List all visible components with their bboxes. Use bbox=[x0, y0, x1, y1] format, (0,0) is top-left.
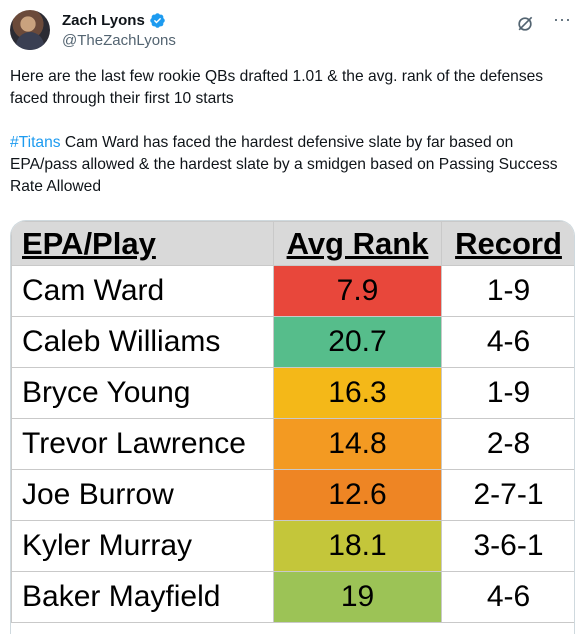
verified-badge-icon bbox=[150, 13, 165, 28]
table-row: Caleb Williams 20.7 4-6 bbox=[11, 316, 574, 368]
tweet-media-image[interactable]: EPA/Play Avg Rank Record Cam Ward 7.9 1-… bbox=[10, 220, 575, 634]
record-cell: 3-6-1 bbox=[441, 520, 574, 572]
table-row: Kyler Murray 18.1 3-6-1 bbox=[11, 520, 574, 572]
tweet-paragraph-1: Here are the last few rookie QBs drafted… bbox=[10, 68, 544, 107]
avg-rank-cell: 16.3 bbox=[273, 367, 442, 419]
tweet-text: Here are the last few rookie QBs drafted… bbox=[10, 66, 575, 198]
qb-name: Kyler Murray bbox=[11, 520, 274, 572]
author-display-name[interactable]: Zach Lyons bbox=[62, 12, 145, 29]
grok-icon[interactable] bbox=[515, 14, 535, 34]
qb-defense-rank-table: EPA/Play Avg Rank Record Cam Ward 7.9 1-… bbox=[11, 221, 574, 623]
header-record: Record bbox=[441, 221, 574, 266]
table-row: Baker Mayfield 19 4-6 bbox=[11, 571, 574, 623]
table-row: Joe Burrow 12.6 2-7-1 bbox=[11, 469, 574, 521]
qb-name: Baker Mayfield bbox=[11, 571, 274, 623]
tweet-paragraph-2: #Titans Cam Ward has faced the hardest d… bbox=[10, 132, 575, 198]
avg-rank-cell: 14.8 bbox=[273, 418, 442, 470]
avg-rank-cell: 12.6 bbox=[273, 469, 442, 521]
qb-name: Joe Burrow bbox=[11, 469, 274, 521]
header-avg-rank: Avg Rank bbox=[273, 221, 442, 266]
table-row: Bryce Young 16.3 1-9 bbox=[11, 367, 574, 419]
avg-rank-cell: 18.1 bbox=[273, 520, 442, 572]
table-row: Cam Ward 7.9 1-9 bbox=[11, 265, 574, 317]
avatar[interactable] bbox=[10, 10, 50, 50]
record-cell: 1-9 bbox=[441, 265, 574, 317]
tweet-header: Zach Lyons @TheZachLyons ··· bbox=[10, 8, 575, 56]
author-name-row: Zach Lyons bbox=[62, 12, 166, 29]
record-cell: 4-6 bbox=[441, 571, 574, 623]
avg-rank-cell: 19 bbox=[273, 571, 442, 623]
record-cell: 1-9 bbox=[441, 367, 574, 419]
record-cell: 4-6 bbox=[441, 316, 574, 368]
record-cell: 2-8 bbox=[441, 418, 574, 470]
table-row: Trevor Lawrence 14.8 2-8 bbox=[11, 418, 574, 470]
qb-name: Bryce Young bbox=[11, 367, 274, 419]
avg-rank-cell: 7.9 bbox=[273, 265, 442, 317]
author-handle[interactable]: @TheZachLyons bbox=[62, 32, 176, 49]
qb-name: Caleb Williams bbox=[11, 316, 274, 368]
more-options-icon[interactable]: ··· bbox=[553, 9, 571, 29]
hashtag-link[interactable]: #Titans bbox=[10, 134, 61, 151]
qb-name: Cam Ward bbox=[11, 265, 274, 317]
record-cell: 2-7-1 bbox=[441, 469, 574, 521]
tweet-paragraph-2-text: Cam Ward has faced the hardest defensive… bbox=[10, 134, 558, 195]
qb-name: Trevor Lawrence bbox=[11, 418, 274, 470]
header-epa-play: EPA/Play bbox=[11, 221, 274, 266]
table-header-row: EPA/Play Avg Rank Record bbox=[11, 221, 574, 266]
avg-rank-cell: 20.7 bbox=[273, 316, 442, 368]
